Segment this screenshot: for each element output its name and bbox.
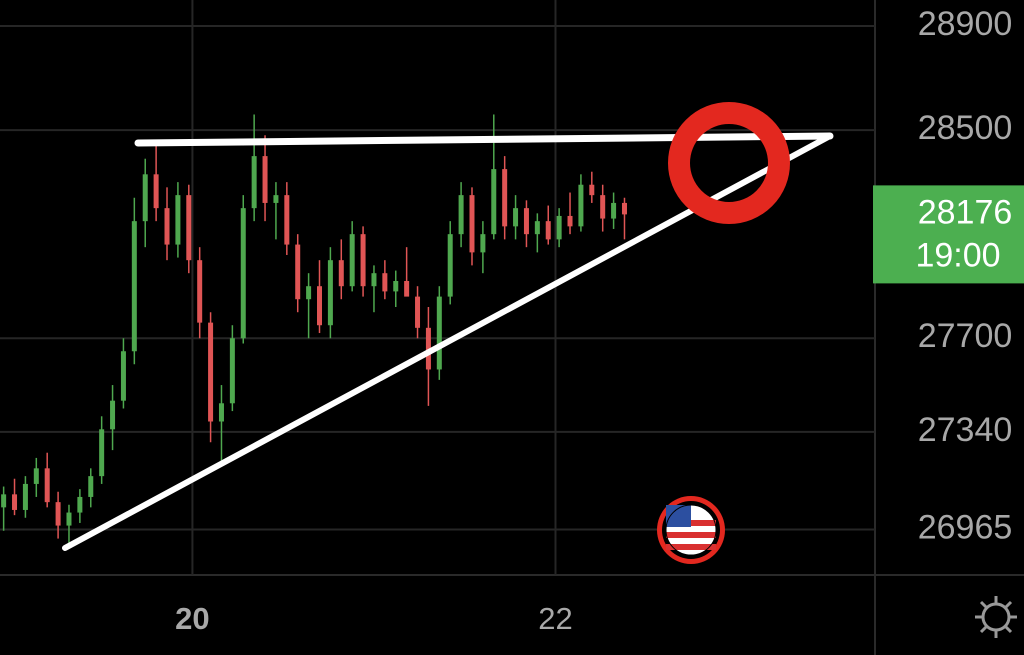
candle-body [534,221,540,235]
candle-body [273,195,279,203]
candle-body [66,512,72,526]
candle-body [382,273,388,292]
y-tick-label: 27340 [918,411,1013,449]
last-price-tag [873,185,1024,284]
y-tick-label: 26965 [918,508,1013,546]
candle-body [110,400,116,430]
candle-body [513,208,519,227]
candle-body [589,184,595,196]
grid [0,0,875,575]
candle-body [120,351,126,401]
candle-body [523,208,529,235]
candle-body [360,234,366,287]
candle-body [153,174,159,209]
candle-body [12,494,18,510]
candle-body [415,296,421,328]
candle-body [491,169,497,235]
candle-body [33,468,39,484]
us-flag-icon [657,496,725,564]
candle-body [22,483,28,510]
candle-body [611,202,617,219]
candle-body [436,296,442,370]
candles [1,114,627,544]
last-price-label: 28176 [918,193,1013,231]
candle-body [295,244,301,300]
candle-body [621,202,627,215]
candle-body [1,494,7,508]
candle-body [578,184,584,227]
candle-body [55,502,61,526]
candle-body [447,234,453,297]
candle-body [131,221,137,352]
candle-body [251,156,257,209]
candle-body [142,174,148,222]
candle-body [88,476,94,497]
x-tick-label: 20 [175,601,209,636]
candle-body [404,280,410,297]
last-price-time: 19:00 [915,236,1000,274]
y-tick-label: 27700 [918,317,1013,355]
y-tick-label: 28500 [918,109,1013,147]
candle-body [425,327,431,370]
candle-body [240,208,246,339]
candle-body [175,195,181,245]
candle-body [208,322,214,422]
candle-body [197,260,203,323]
candle-body [77,496,83,513]
axes: 28900 28500 27700 27340 26965 20 22 28176 19:00 [175,5,1024,636]
candle-body [284,195,290,245]
candle-body [99,429,105,477]
candle-body [317,286,323,326]
candle-body [393,280,399,292]
candle-body [164,208,170,245]
candle-body [480,234,486,253]
x-tick-label: 22 [538,601,572,636]
candle-body [556,215,562,240]
candle-body [262,156,268,203]
candle-body [458,195,464,235]
candle-body [545,221,551,240]
candle-body [229,338,235,404]
candle-body [469,195,475,253]
resistance-line [134,132,834,147]
candle-body [371,273,377,287]
candle-body [338,260,344,287]
candle-body [306,286,312,300]
candle-body [218,403,224,422]
settings-icon[interactable] [975,596,1017,638]
drawings [62,102,834,564]
y-tick-label: 28900 [918,5,1013,43]
candle-body [186,195,192,261]
candle-body [327,260,333,326]
candle-body [44,468,50,503]
candle-body [349,234,355,287]
candle-body [502,169,508,227]
candle-body [600,195,606,219]
candle-body [567,215,573,227]
highlight-circle [668,102,790,224]
